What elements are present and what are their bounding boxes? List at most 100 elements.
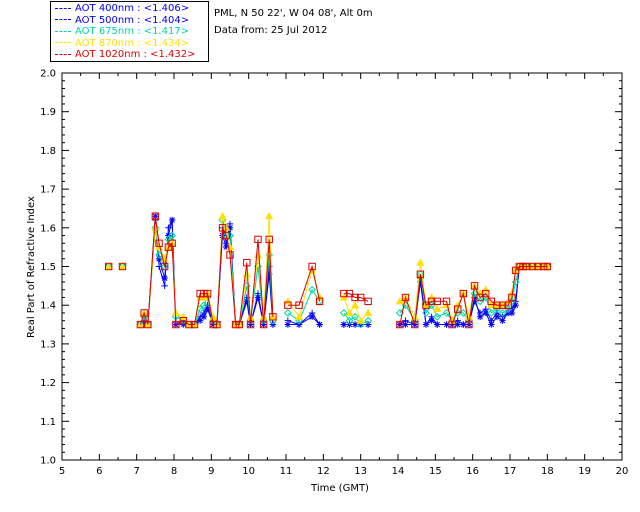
data-point [196, 289, 204, 298]
data-point [190, 320, 199, 329]
data-point [168, 216, 176, 224]
series-line [139, 219, 548, 327]
site-info: PML, N 50 22', W 04 08', Alt 0m [214, 8, 373, 19]
legend-item-1020nm: AOT 1020nm : <1.432> [55, 49, 195, 60]
data-point [235, 320, 244, 329]
data-point [218, 224, 227, 232]
y-tick-label: 1.9 [40, 107, 56, 118]
data-point [242, 281, 251, 290]
data-point [308, 285, 317, 294]
data-point [448, 320, 456, 329]
legend-label-1020nm: AOT 1020nm : <1.432> [75, 49, 196, 60]
data-point [200, 313, 208, 321]
data-point [199, 301, 208, 310]
data-point [351, 293, 359, 302]
series-line [139, 216, 548, 327]
data-point [308, 313, 316, 321]
legend-swatch-500nm [55, 19, 71, 20]
data-point [487, 297, 496, 306]
data-point [284, 301, 292, 309]
data-point [308, 262, 316, 271]
data-point [433, 297, 441, 306]
data-point [416, 270, 425, 278]
data-point [265, 211, 274, 220]
data-point [104, 262, 113, 271]
data-point [226, 224, 234, 231]
x-axis-label: Time (GMT) [310, 483, 369, 494]
data-point [470, 289, 479, 298]
x-tick-label: 14 [392, 466, 405, 477]
data-point [508, 309, 516, 317]
data-point [209, 320, 217, 329]
data-point [351, 300, 360, 309]
data-point [160, 262, 169, 271]
data-point [269, 313, 277, 321]
x-tick-label: 10 [242, 466, 255, 477]
data-point [213, 320, 221, 329]
data-point [493, 313, 501, 321]
x-tick-label: 12 [317, 466, 330, 477]
data-point [523, 262, 531, 271]
data-point [144, 320, 152, 329]
data-point [161, 274, 168, 282]
series-line [140, 216, 548, 326]
x-tick-label: 11 [280, 466, 293, 477]
data-point [427, 297, 436, 306]
legend-item-500nm: AOT 500nm : <1.404> [55, 15, 189, 26]
x-tick-label: 16 [466, 466, 479, 477]
legend-swatch-870nm [55, 42, 71, 43]
y-tick-label: 1.6 [40, 223, 56, 234]
data-point [511, 266, 520, 275]
data-point [433, 304, 442, 313]
y-tick-label: 1.8 [40, 146, 56, 157]
data-point [179, 312, 188, 320]
x-tick-label: 20 [616, 466, 629, 477]
x-tick-label: 18 [541, 466, 554, 477]
data-point [428, 317, 435, 324]
x-tick-label: 13 [354, 466, 367, 477]
data-point [528, 262, 537, 271]
date-info: Data from: 25 Jul 2012 [214, 25, 328, 36]
data-point [345, 316, 354, 325]
data-point [410, 312, 419, 320]
data-point [443, 321, 450, 328]
data-point [223, 243, 230, 251]
data-point [488, 321, 495, 328]
y-tick-label: 1.0 [40, 456, 56, 467]
data-point [254, 294, 262, 301]
legend: AOT 400nm : <1.406> AOT 500nm : <1.404> … [50, 1, 209, 62]
data-point [196, 317, 204, 324]
data-point [226, 251, 234, 259]
y-tick-label: 2.0 [40, 69, 56, 80]
data-point [136, 320, 145, 329]
data-point [498, 309, 507, 317]
data-point [454, 321, 461, 328]
data-point [396, 321, 404, 328]
data-point [242, 270, 251, 278]
data-point [200, 289, 208, 298]
x-tick-label: 15 [429, 466, 442, 477]
x-tick-label: 7 [133, 466, 139, 477]
data-point [422, 321, 430, 328]
data-point [356, 316, 365, 324]
data-point [203, 289, 212, 298]
data-point [104, 262, 113, 270]
data-point [218, 211, 227, 220]
x-tick-label: 8 [171, 466, 177, 477]
data-point [168, 231, 177, 240]
data-point [364, 297, 372, 306]
data-point [493, 301, 501, 309]
x-tick-label: 17 [504, 466, 517, 477]
data-point [476, 293, 484, 302]
data-point [422, 301, 430, 309]
data-point [498, 301, 507, 309]
data-point [442, 297, 451, 306]
data-point [161, 282, 168, 290]
data-point [465, 320, 473, 329]
data-point [396, 320, 404, 329]
y-tick-label: 1.7 [40, 185, 56, 196]
data-point [185, 320, 193, 329]
data-point [422, 309, 430, 317]
data-point [454, 305, 462, 313]
data-point [411, 320, 419, 329]
